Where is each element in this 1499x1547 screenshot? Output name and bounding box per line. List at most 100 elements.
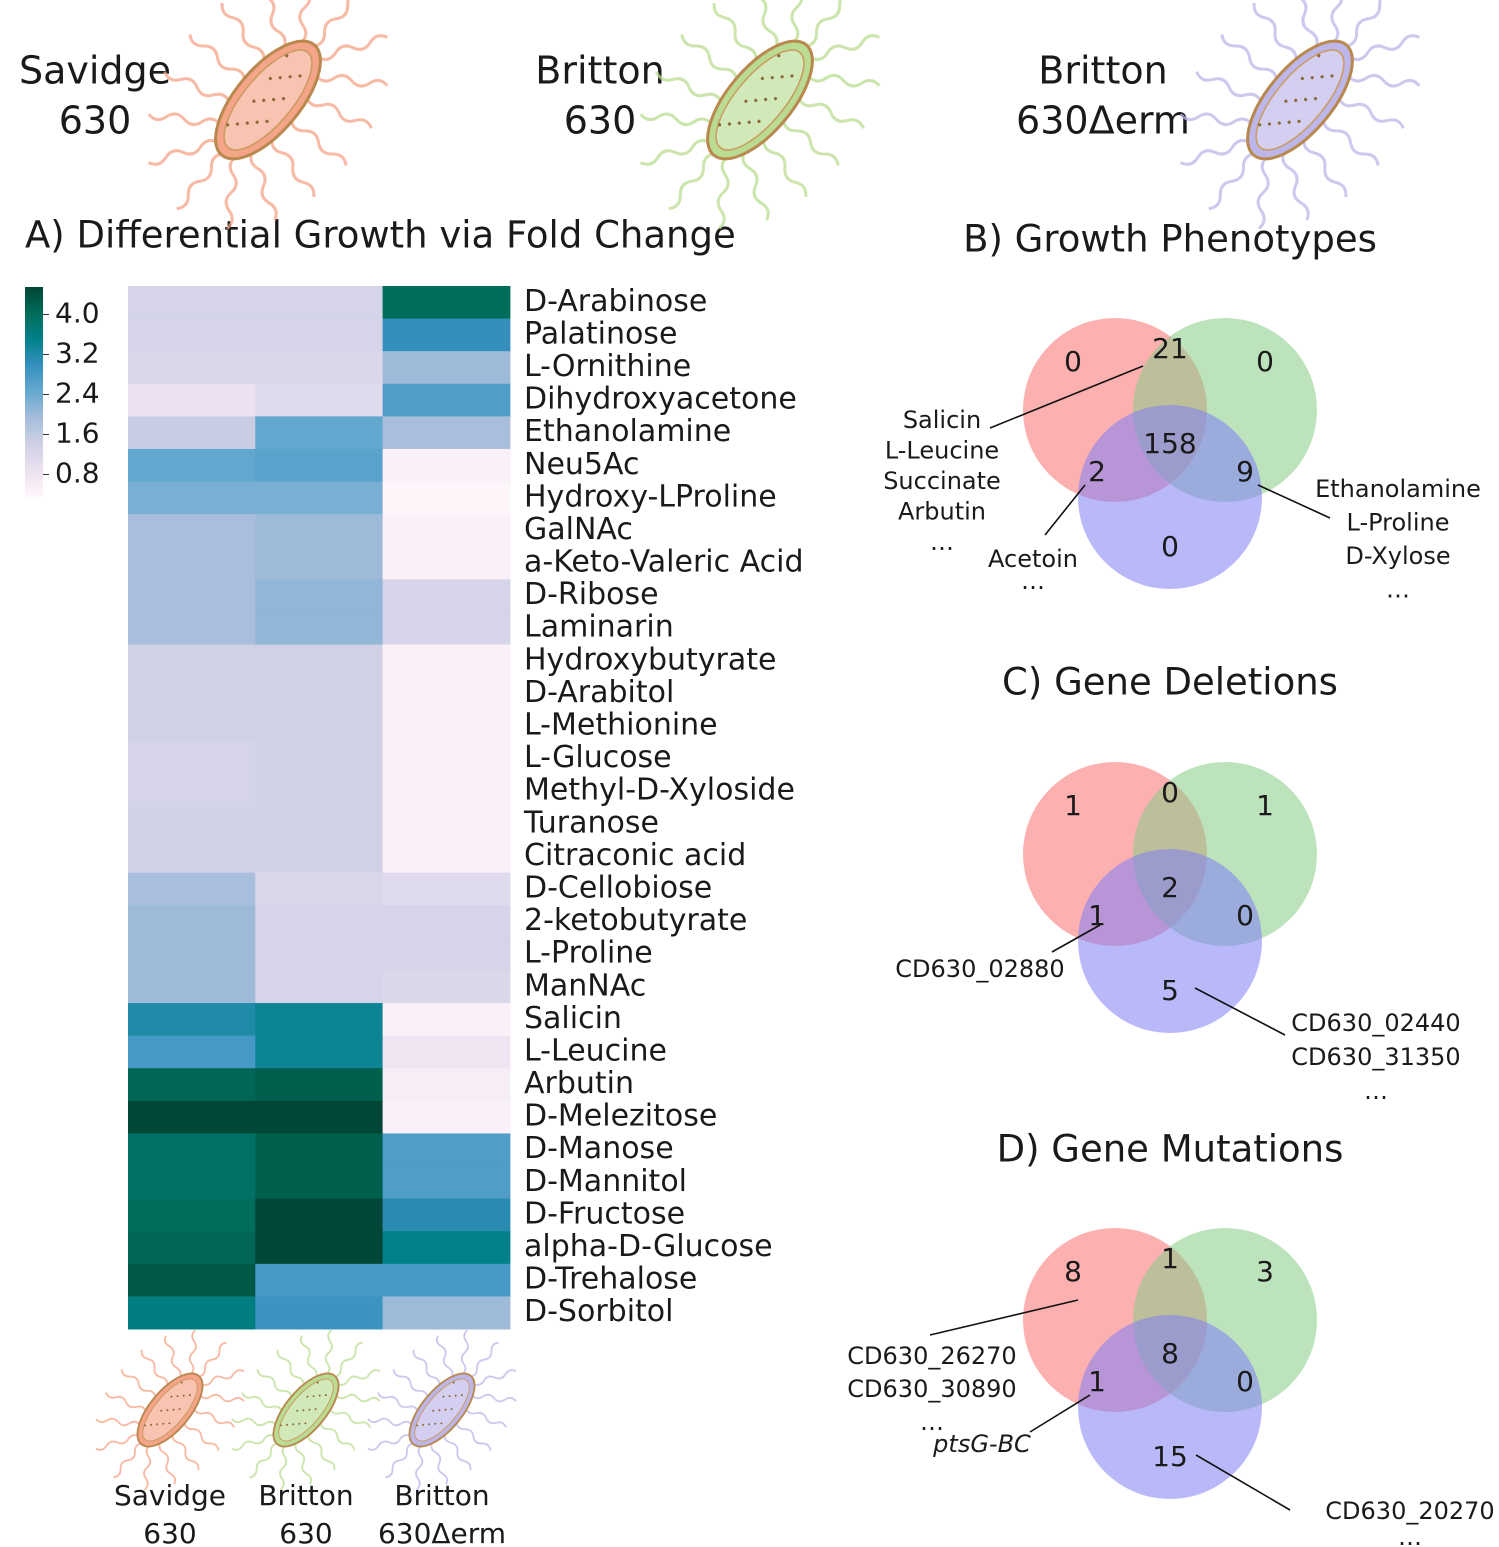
granule bbox=[143, 1424, 146, 1427]
flagellum bbox=[377, 1392, 420, 1413]
granule bbox=[1297, 119, 1301, 123]
flagellum bbox=[105, 1392, 148, 1413]
heatmap-cell bbox=[382, 807, 511, 841]
flagellum bbox=[336, 1369, 381, 1386]
leader-line bbox=[1051, 924, 1101, 953]
flagellum bbox=[781, 118, 840, 166]
row-label: alpha-D-Glucose bbox=[524, 1229, 773, 1264]
venn-count: 0 bbox=[1236, 1365, 1254, 1398]
heatmap-cell bbox=[255, 416, 384, 450]
flagellum bbox=[762, 138, 808, 198]
heatmap-cell bbox=[128, 1198, 256, 1232]
leader-line bbox=[989, 365, 1144, 429]
granule bbox=[308, 1408, 311, 1411]
granule bbox=[304, 1422, 307, 1425]
cell-wall bbox=[1246, 39, 1354, 161]
flagellum bbox=[655, 71, 723, 104]
row-label: Arbutin bbox=[524, 1066, 634, 1101]
column-label: 630 bbox=[143, 1517, 196, 1547]
granule bbox=[428, 1423, 431, 1426]
heatmap-cell bbox=[255, 1296, 384, 1330]
heatmap-cell bbox=[382, 1231, 511, 1265]
heatmap-cell bbox=[382, 840, 511, 874]
flagellum bbox=[443, 1433, 472, 1471]
flagellum bbox=[317, 34, 389, 62]
flagellum bbox=[639, 112, 714, 127]
flagellum bbox=[140, 1349, 169, 1387]
heatmap-cell bbox=[382, 351, 511, 385]
heatmap-cell bbox=[128, 1296, 256, 1330]
venn-title: B) Growth Phenotypes bbox=[963, 218, 1377, 261]
heatmap-cell bbox=[255, 1198, 384, 1232]
annotation: CD630_20270 bbox=[1325, 1497, 1494, 1525]
flagellum bbox=[367, 1434, 412, 1451]
flagellum bbox=[460, 1329, 469, 1376]
flagellum bbox=[1349, 34, 1421, 62]
flagellum bbox=[220, 2, 266, 62]
granule bbox=[306, 1395, 309, 1398]
heatmap-cell bbox=[382, 905, 511, 939]
granule bbox=[747, 120, 751, 124]
granule bbox=[780, 75, 784, 79]
flagellum bbox=[294, 1441, 312, 1485]
granule bbox=[438, 1409, 441, 1412]
strain-name: Savidge bbox=[19, 49, 171, 93]
granule bbox=[727, 122, 732, 126]
flagellum bbox=[415, 1444, 424, 1491]
row-label: 2-ketobutyrate bbox=[524, 903, 747, 938]
flagellum bbox=[741, 150, 770, 221]
heatmap-cell bbox=[382, 1035, 511, 1069]
heatmap-cell bbox=[255, 1263, 384, 1297]
heatmap-cell bbox=[128, 644, 256, 678]
annotation: … bbox=[1021, 567, 1045, 595]
cell-body bbox=[278, 1378, 334, 1442]
granule bbox=[744, 99, 748, 103]
annotation: … bbox=[1398, 1523, 1422, 1547]
flagellum bbox=[249, 1442, 279, 1479]
heatmap-cell bbox=[255, 579, 384, 613]
heatmap-cell bbox=[382, 1263, 511, 1297]
annotation: CD630_02440 bbox=[1291, 1009, 1460, 1037]
granule bbox=[1330, 74, 1334, 78]
annotation: CD630_26270 bbox=[847, 1342, 1016, 1370]
flagellum bbox=[249, 150, 278, 221]
flagellum bbox=[750, 0, 779, 50]
flagellum bbox=[224, 155, 238, 230]
strain-id: 630 bbox=[59, 99, 132, 143]
flagellum bbox=[270, 138, 316, 198]
flagellum bbox=[231, 1434, 276, 1451]
granule bbox=[298, 1422, 301, 1425]
heatmap-cell bbox=[128, 546, 256, 580]
row-label: a-Keto-Valeric Acid bbox=[524, 545, 804, 580]
heatmap-cell bbox=[382, 937, 511, 971]
venn-set bbox=[1078, 1315, 1262, 1499]
heatmap-cell bbox=[128, 514, 256, 548]
granule bbox=[440, 1422, 443, 1425]
heatmap-cell bbox=[382, 970, 511, 1004]
heatmap-cell bbox=[382, 1296, 511, 1330]
granule bbox=[302, 1409, 305, 1412]
colorbar bbox=[25, 287, 43, 497]
colorbar-tick-label: 2.4 bbox=[55, 377, 100, 410]
row-label: GalNAc bbox=[524, 512, 633, 547]
granule bbox=[245, 121, 249, 125]
row-label: Methyl-D-Xyloside bbox=[524, 773, 795, 808]
flagellum bbox=[1179, 112, 1254, 127]
heatmap-cell bbox=[128, 286, 256, 320]
annotation: … bbox=[930, 528, 954, 556]
heatmap-cell bbox=[128, 872, 256, 906]
granule bbox=[281, 97, 286, 101]
flagellum bbox=[436, 1335, 454, 1379]
flagellum bbox=[1208, 152, 1256, 211]
flagellum bbox=[1337, 96, 1405, 129]
bacterium-icon bbox=[367, 1329, 517, 1491]
heatmap-cell bbox=[382, 611, 511, 646]
strain-id: 630 bbox=[564, 99, 637, 143]
flagellum bbox=[809, 34, 881, 62]
flagellum bbox=[1302, 138, 1348, 198]
granule bbox=[460, 1394, 463, 1397]
row-label: D-Fructose bbox=[524, 1196, 685, 1231]
granule bbox=[170, 1395, 173, 1398]
granule bbox=[415, 1424, 418, 1427]
